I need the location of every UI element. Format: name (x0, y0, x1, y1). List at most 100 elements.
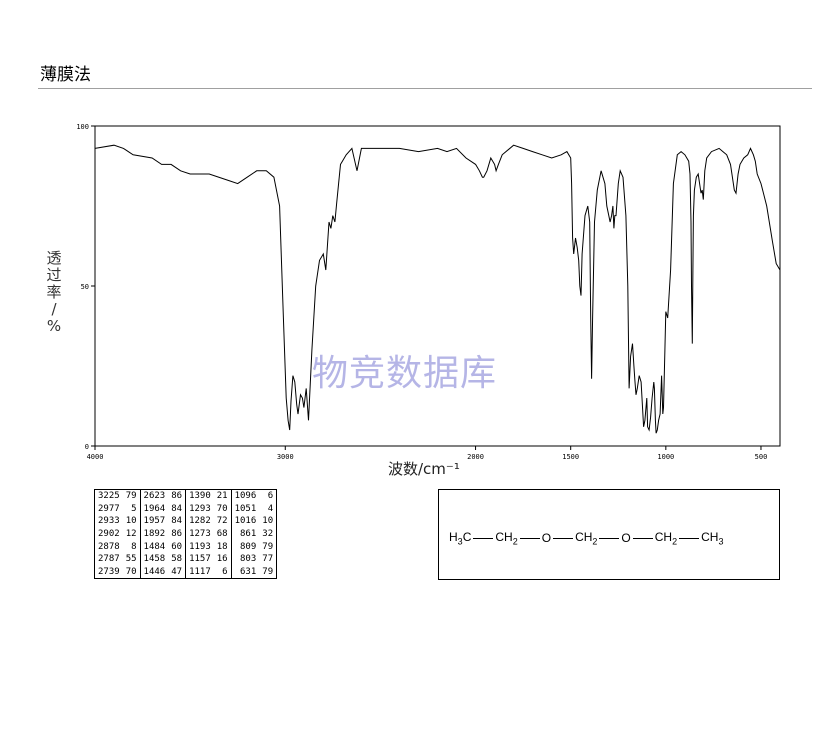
peak-table: 3225 79 2623 86 1390 21 1096 6 2977 5 1964 84 1293 70… (94, 489, 278, 580)
peak-wavenumber-cell: 1051 (234, 503, 257, 514)
peak-wavenumber-cell: 1293 (189, 503, 211, 514)
peak-transmittance-cell: 12 (122, 527, 141, 541)
peak-table-row: 2878 8 1484 60 1193 18 809 79 (95, 540, 277, 553)
peak-table-row: 2933 10 1957 84 1282 72 1016 10 (95, 515, 277, 528)
peak-table-row: 3225 79 2623 86 1390 21 1096 6 (95, 489, 277, 503)
peak-transmittance-cell: 8 (122, 540, 141, 553)
x-tick-label: 3000 (277, 453, 294, 461)
peak-wavenumber-cell: 1390 (189, 491, 211, 502)
peak-wavenumber-cell: 803 (240, 554, 257, 565)
methylene-group: CH2 (575, 530, 598, 547)
peak-wavenumber-cell: 2739 (98, 566, 120, 577)
title-divider (38, 88, 812, 89)
peak-transmittance-cell: 16 (213, 552, 232, 566)
peak-wavenumber-cell: 2902 (98, 529, 120, 540)
peak-transmittance-cell: 55 (122, 552, 141, 566)
peak-wavenumber-cell: 1117 (189, 566, 211, 577)
y-axis-label-char: 透 (46, 249, 62, 267)
peak-wavenumber-cell: 809 (240, 541, 257, 552)
y-axis-label: 透 过 率 / % (44, 250, 64, 335)
bond (519, 537, 540, 539)
peak-table-row: 2902 12 1892 86 1273 68 861 32 (95, 527, 277, 541)
peak-transmittance-cell: 86 (168, 527, 187, 541)
peak-wavenumber-cell: 1282 (189, 516, 211, 527)
structural-formula: H3C CH2 O CH2 O CH2 CH3 (449, 530, 723, 546)
methylene-group: CH2 (654, 530, 678, 547)
peak-transmittance-cell: 4 (267, 503, 274, 514)
peak-transmittance-cell: 70 (122, 565, 141, 579)
peak-wavenumber-cell: 1484 (143, 541, 166, 552)
peak-wavenumber-cell: 1273 (189, 529, 211, 540)
x-tick-label: 2000 (467, 453, 484, 461)
bond (473, 537, 494, 539)
watermark: 物竞数据库 (312, 353, 498, 394)
peak-transmittance-cell: 21 (213, 489, 232, 503)
peak-table-row: 2977 5 1964 84 1293 70 1051 4 (95, 502, 277, 516)
spectrum-line (94, 144, 781, 434)
methyl-group-left: H3C (449, 530, 472, 547)
y-axis-label-char: 率 (46, 283, 62, 301)
methylene-group: CH2 (495, 530, 518, 547)
peak-transmittance-cell: 5 (122, 502, 141, 516)
peak-wavenumber-cell: 1458 (143, 554, 166, 565)
oxygen-atom: O (541, 531, 552, 546)
bond (632, 537, 653, 539)
peak-transmittance-cell: 10 (122, 515, 141, 528)
peak-transmittance-cell: 47 (168, 565, 187, 579)
peak-wavenumber-cell: 1016 (234, 516, 257, 527)
peak-transmittance-cell: 86 (168, 489, 187, 503)
peak-wavenumber-cell: 2623 (143, 491, 166, 502)
peak-transmittance-cell: 6 (267, 491, 274, 502)
peak-wavenumber-cell: 1446 (143, 566, 166, 577)
peak-wavenumber-cell: 1957 (143, 516, 166, 527)
bond (679, 537, 700, 539)
peak-wavenumber-cell: 1892 (143, 529, 166, 540)
peak-table-row: 2739 70 1446 47 1117 6 631 79 (95, 565, 277, 579)
y-axis-label-char: / (51, 300, 57, 318)
peak-transmittance-cell: 10 (262, 516, 274, 527)
peak-transmittance-cell: 79 (122, 489, 141, 503)
y-axis-label-char: % (46, 317, 62, 335)
peak-wavenumber-cell: 3225 (98, 491, 120, 502)
x-tick-label: 500 (755, 453, 768, 461)
peak-wavenumber-cell: 861 (240, 529, 257, 540)
peak-transmittance-cell: 60 (168, 540, 187, 553)
peak-transmittance-cell: 84 (168, 502, 187, 516)
structure-box: H3C CH2 O CH2 O CH2 CH3 (438, 489, 780, 580)
peak-transmittance-cell: 68 (213, 527, 232, 541)
peak-wavenumber-cell: 1964 (143, 503, 166, 514)
peak-transmittance-cell: 18 (213, 540, 232, 553)
peak-transmittance-cell: 79 (262, 541, 274, 552)
peak-wavenumber-cell: 2977 (98, 503, 120, 514)
peak-transmittance-cell: 32 (262, 529, 274, 540)
bond (599, 537, 620, 539)
peak-transmittance-cell: 72 (213, 515, 232, 528)
peak-transmittance-cell: 84 (168, 515, 187, 528)
y-axis-label-char: 过 (46, 266, 62, 284)
x-tick-label: 1000 (657, 453, 674, 461)
peak-wavenumber-cell: 1096 (234, 491, 257, 502)
peak-transmittance-cell: 6 (213, 565, 232, 579)
peak-wavenumber-cell: 2787 (98, 554, 120, 565)
peak-transmittance-cell: 79 (262, 566, 274, 577)
peak-wavenumber-cell: 631 (240, 566, 257, 577)
x-axis-label: 波数/cm⁻¹ (388, 460, 460, 478)
peak-wavenumber-cell: 2878 (98, 541, 120, 552)
y-tick-label: 100 (76, 123, 89, 131)
x-tick-label: 1500 (562, 453, 579, 461)
bond (553, 537, 574, 539)
peak-wavenumber-cell: 2933 (98, 516, 120, 527)
y-tick-label: 0 (85, 443, 89, 451)
oxygen-atom: O (621, 531, 631, 546)
peak-wavenumber-cell: 1157 (189, 554, 211, 565)
page-title: 薄膜法 (40, 65, 91, 85)
peak-transmittance-cell: 77 (262, 554, 274, 565)
y-tick-label: 50 (81, 283, 89, 291)
peak-wavenumber-cell: 1193 (189, 541, 211, 552)
peak-transmittance-cell: 58 (168, 552, 187, 566)
methyl-group-right: CH3 (701, 530, 724, 547)
x-tick-label: 4000 (87, 453, 104, 461)
ir-spectrum-chart: 4000 3000 2000 1500 1000 500 0 50 100 (76, 123, 781, 461)
peak-transmittance-cell: 70 (213, 502, 232, 516)
peak-table-row: 2787 55 1458 58 1157 16 803 77 (95, 552, 277, 566)
